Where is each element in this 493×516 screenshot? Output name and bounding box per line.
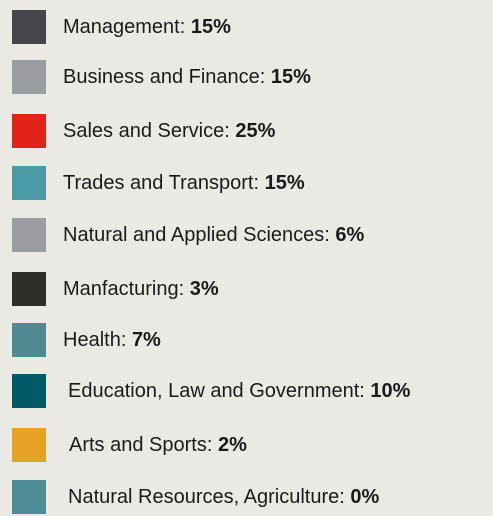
swatch: [12, 480, 46, 514]
swatch: [12, 374, 46, 408]
legend-text: Manfacturing: 3%: [63, 272, 219, 306]
legend-text: Natural Resources, Agriculture: 0%: [68, 480, 379, 514]
value: 3%: [189, 278, 219, 300]
swatch: [12, 114, 46, 148]
swatch: [12, 218, 46, 252]
value: 15%: [270, 66, 311, 88]
legend-text: Trades and Transport: 15%: [63, 166, 305, 200]
swatch: [12, 10, 46, 44]
legend-item: Health: 7%: [0, 323, 493, 359]
legend-text: Business and Finance: 15%: [63, 60, 311, 94]
legend-text: Arts and Sports: 2%: [69, 428, 247, 462]
value: 15%: [190, 16, 231, 38]
swatch: [12, 60, 46, 94]
value: 7%: [131, 329, 161, 351]
value: 6%: [335, 224, 365, 246]
swatch: [12, 323, 46, 357]
value: 25%: [235, 120, 276, 142]
legend-text: Education, Law and Government: 10%: [68, 374, 410, 408]
legend-item: Management: 15%: [0, 10, 493, 46]
label: Arts and Sports:: [69, 434, 213, 456]
value: 0%: [350, 486, 380, 508]
legend-text: Sales and Service: 25%: [63, 114, 275, 148]
label: Education, Law and Government:: [68, 380, 365, 402]
legend-item: Arts and Sports: 2%: [0, 428, 493, 464]
legend-item: Trades and Transport: 15%: [0, 166, 493, 202]
swatch: [12, 272, 46, 306]
legend-item: Natural Resources, Agriculture: 0%: [0, 480, 493, 516]
legend-item: Sales and Service: 25%: [0, 114, 493, 150]
value: 15%: [264, 172, 305, 194]
label: Business and Finance:: [63, 66, 266, 88]
legend-item: Education, Law and Government: 10%: [0, 374, 493, 410]
label: Natural Resources, Agriculture:: [68, 486, 345, 508]
legend-item: Manfacturing: 3%: [0, 272, 493, 308]
swatch: [12, 428, 46, 462]
value: 10%: [370, 380, 411, 402]
legend-item: Natural and Applied Sciences: 6%: [0, 218, 493, 254]
swatch: [12, 166, 46, 200]
label: Trades and Transport:: [63, 172, 260, 194]
label: Natural and Applied Sciences:: [63, 224, 330, 246]
label: Health:: [63, 329, 127, 351]
label: Manfacturing:: [63, 278, 185, 300]
legend-text: Management: 15%: [63, 10, 231, 44]
legend-text: Natural and Applied Sciences: 6%: [63, 218, 364, 252]
legend-text: Health: 7%: [63, 323, 161, 357]
label: Management:: [63, 16, 186, 38]
value: 2%: [217, 434, 247, 456]
legend-item: Business and Finance: 15%: [0, 60, 493, 96]
label: Sales and Service:: [63, 120, 230, 142]
